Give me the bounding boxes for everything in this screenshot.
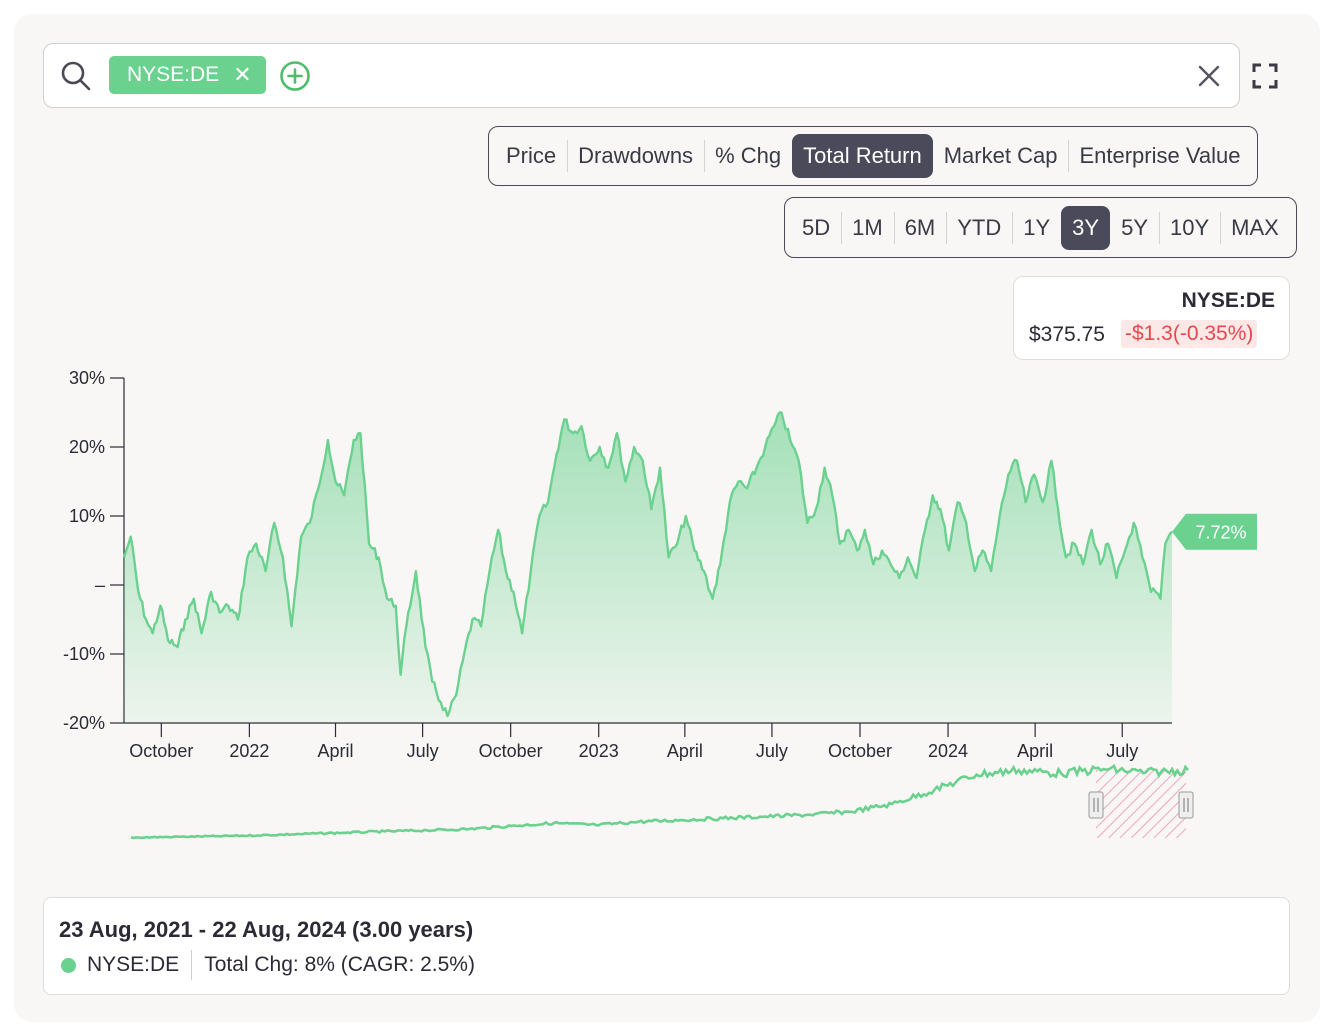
ticker-chip[interactable]: NYSE:DE ✕ xyxy=(109,56,266,94)
range-ytd[interactable]: YTD xyxy=(946,206,1012,250)
range-max[interactable]: MAX xyxy=(1220,206,1290,250)
summary-panel: 23 Aug, 2021 - 22 Aug, 2024 (3.00 years)… xyxy=(43,897,1290,995)
legend-divider xyxy=(191,950,193,980)
range-10y[interactable]: 10Y xyxy=(1159,206,1220,250)
range-selector: 5D 1M 6M YTD 1Y 3Y 5Y 10Y MAX xyxy=(784,197,1297,258)
range-5d[interactable]: 5D xyxy=(802,214,831,240)
current-price: $375.75 xyxy=(1029,323,1105,346)
range-1y[interactable]: 1Y xyxy=(1012,206,1061,250)
summary-ticker: NYSE:DE xyxy=(87,953,180,976)
add-ticker-icon[interactable] xyxy=(279,60,311,92)
price-ticker: NYSE:DE xyxy=(1181,289,1275,312)
summary-total-change: Total Chg: 8% (CAGR: 2.5%) xyxy=(204,953,475,976)
range-5y[interactable]: 5Y xyxy=(1121,214,1149,240)
metric-selector: Price Drawdowns% Chg Total Return Market Ca… xyxy=(488,126,1259,186)
ticker-chip-label: NYSE:DE xyxy=(127,63,220,86)
metric-total-return[interactable]: Total Return xyxy=(792,134,933,178)
fullscreen-icon[interactable] xyxy=(1251,62,1279,90)
range-3y[interactable]: 3Y xyxy=(1061,205,1111,250)
price-tooltip: NYSE:DE $375.75 -$1.3(-0.35%) xyxy=(1013,276,1290,360)
metric-drawdowns[interactable]: Drawdowns xyxy=(567,134,704,178)
clear-search-icon[interactable] xyxy=(1196,63,1222,89)
metric-enterprise-value[interactable]: Enterprise Value xyxy=(1068,134,1251,178)
price-change: -$1.3(-0.35%) xyxy=(1121,320,1258,348)
summary-date-range: 23 Aug, 2021 - 22 Aug, 2024 (3.00 years) xyxy=(59,917,474,942)
metric-price[interactable]: Price xyxy=(506,143,557,168)
metric-chg[interactable]: % Chg xyxy=(704,134,792,178)
metric-market-cap[interactable]: Market Cap xyxy=(943,143,1058,168)
legend-dot xyxy=(61,957,76,973)
summary-legend-row: NYSE:DE Total Chg: 8% (CAGR: 2.5%) xyxy=(61,950,475,980)
range-6m[interactable]: 6M xyxy=(893,206,947,250)
search-bar[interactable]: NYSE:DE ✕ xyxy=(43,43,1240,108)
search-icon xyxy=(61,61,91,91)
range-1m[interactable]: 1M xyxy=(841,206,894,250)
chip-close-icon[interactable]: ✕ xyxy=(233,62,252,87)
chart-widget-card: NYSE:DE ✕ Price Drawdowns% Chg Total Retur… xyxy=(14,14,1320,1022)
